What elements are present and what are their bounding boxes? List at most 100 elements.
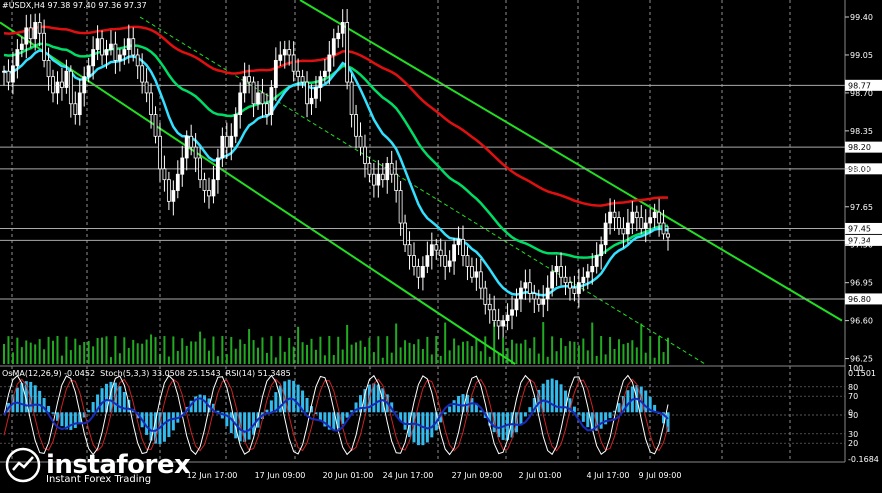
volume-bar bbox=[92, 346, 95, 364]
candle-body bbox=[576, 282, 581, 294]
volume-bar bbox=[617, 339, 620, 364]
volume-bar bbox=[622, 344, 625, 364]
osma-bar bbox=[376, 384, 380, 413]
osma-bar bbox=[546, 379, 550, 413]
osma-bar bbox=[296, 384, 300, 413]
osma-bar bbox=[359, 395, 363, 413]
candle-body bbox=[282, 49, 287, 56]
volume-bar bbox=[484, 336, 487, 364]
volume-bar bbox=[243, 343, 246, 364]
osma-bar bbox=[82, 412, 86, 418]
candle-body bbox=[55, 81, 60, 94]
candle-body bbox=[434, 244, 439, 251]
candle-body bbox=[474, 271, 479, 278]
candle-body bbox=[309, 97, 314, 105]
candle-body bbox=[193, 146, 198, 159]
osma-bar bbox=[29, 381, 33, 413]
volume-bar bbox=[7, 336, 10, 364]
candle-body bbox=[527, 282, 532, 294]
osma-bar bbox=[350, 410, 354, 413]
candle-body bbox=[256, 92, 260, 105]
price-level-tag bbox=[845, 234, 882, 246]
osma-bar bbox=[203, 395, 207, 413]
volume-bar bbox=[591, 322, 594, 364]
candle-body bbox=[590, 266, 595, 273]
candle-body bbox=[77, 92, 82, 116]
candle-body bbox=[260, 92, 265, 105]
volume-bar bbox=[288, 337, 291, 364]
price-level-label: 97.34 bbox=[848, 236, 871, 245]
volume-bar bbox=[181, 338, 184, 364]
candle-body bbox=[545, 287, 550, 300]
volume-bar bbox=[439, 355, 442, 364]
y-tick-label: 98.35 bbox=[850, 127, 873, 136]
osma-bar bbox=[572, 406, 576, 413]
volume-bar bbox=[453, 338, 456, 364]
osma-bar bbox=[73, 412, 77, 428]
osma-bar bbox=[465, 394, 469, 413]
osma-bar bbox=[537, 389, 541, 413]
candle-body bbox=[608, 211, 612, 224]
osma-bar bbox=[341, 412, 345, 424]
stoch-label: Stoch(5,3,3) 33.0508 25.1543 bbox=[100, 369, 221, 378]
osma-bar bbox=[648, 396, 652, 413]
osma-bar bbox=[613, 410, 617, 413]
candle-body bbox=[483, 287, 488, 305]
candle-body bbox=[305, 81, 309, 105]
osma-bar bbox=[42, 398, 46, 413]
volume-bar bbox=[332, 355, 335, 364]
osma-bar bbox=[550, 378, 554, 413]
volume-bar bbox=[234, 348, 237, 364]
candle-body bbox=[273, 59, 278, 88]
candle-body bbox=[412, 255, 416, 267]
watermark: instaforex bbox=[4, 446, 191, 484]
volume-bar bbox=[462, 341, 465, 364]
osma-bar bbox=[577, 412, 581, 415]
candle-body bbox=[398, 190, 403, 224]
stoch-tick-label: 20 bbox=[848, 439, 858, 448]
volume-bar bbox=[145, 339, 148, 364]
candle-body bbox=[648, 217, 653, 224]
volume-bar bbox=[101, 337, 104, 364]
volume-bar bbox=[386, 336, 389, 364]
volume-bar bbox=[341, 349, 344, 364]
osma-bar bbox=[528, 407, 532, 413]
volume-bar bbox=[132, 339, 135, 364]
candle-body bbox=[625, 222, 630, 235]
osma-bar bbox=[314, 412, 318, 415]
volume-bar bbox=[20, 347, 23, 364]
candle-body bbox=[162, 168, 167, 181]
candle-body bbox=[541, 298, 546, 305]
volume-bar bbox=[604, 354, 607, 364]
volume-bar bbox=[649, 336, 652, 364]
candle-body bbox=[349, 81, 354, 116]
volume-bar bbox=[306, 344, 309, 364]
volume-bar bbox=[613, 348, 616, 364]
osma-bar bbox=[269, 400, 273, 413]
ema-mid-line bbox=[3, 42, 669, 259]
osma-bar bbox=[568, 398, 572, 413]
ema-fast-line bbox=[3, 48, 669, 297]
candle-body bbox=[189, 135, 194, 148]
volume-bar bbox=[568, 341, 571, 364]
candle-body bbox=[340, 22, 345, 34]
volume-bar bbox=[283, 351, 286, 364]
volume-bar bbox=[595, 355, 598, 364]
candle-body bbox=[621, 228, 626, 235]
volume-bar bbox=[399, 347, 402, 364]
candle-body bbox=[559, 266, 563, 278]
rsi-line bbox=[3, 397, 669, 434]
candle-body bbox=[42, 32, 47, 61]
candle-body bbox=[581, 276, 586, 284]
candle-body bbox=[470, 266, 474, 278]
osma-bar bbox=[122, 392, 126, 413]
candle-body bbox=[224, 135, 229, 148]
volume-bar bbox=[457, 345, 460, 364]
osma-bar bbox=[323, 412, 327, 427]
volume-bar bbox=[658, 336, 661, 364]
candle-body bbox=[612, 211, 617, 219]
osma-bar bbox=[78, 412, 82, 424]
candle-body bbox=[95, 38, 100, 50]
volume-bar bbox=[479, 351, 482, 364]
